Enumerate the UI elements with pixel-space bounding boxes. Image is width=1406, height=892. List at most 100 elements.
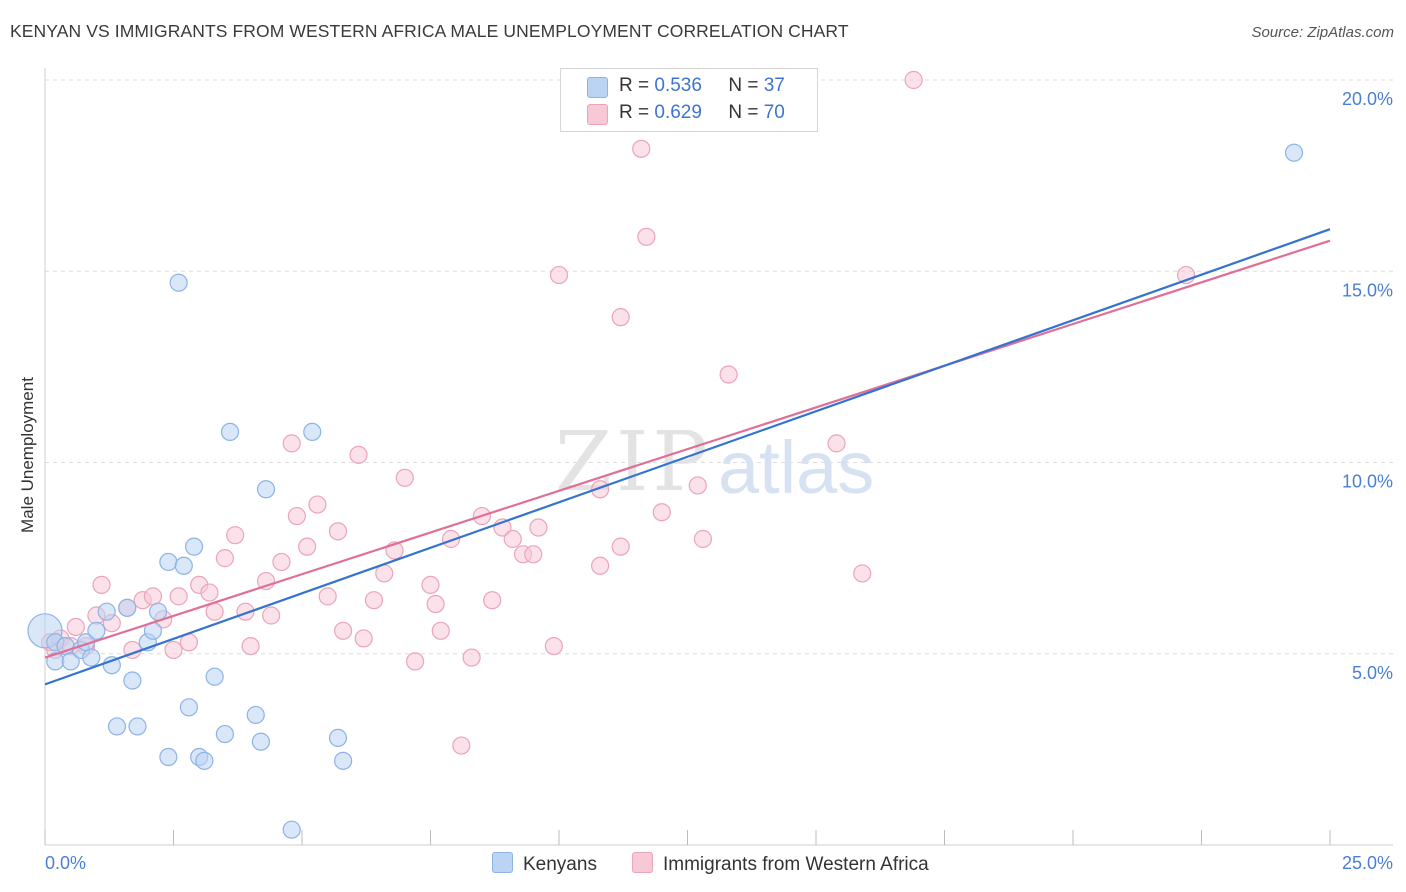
immigrants-point: [328, 522, 348, 541]
bottom-legend-kenyans[interactable]: Kenyans: [492, 852, 597, 876]
kenyans-point: [123, 671, 142, 690]
immigrants-point: [503, 529, 522, 549]
kenyans-point: [246, 705, 265, 725]
immigrants-point: [354, 629, 373, 648]
kenyans-point: [184, 537, 204, 556]
kenyans-point: [282, 820, 301, 839]
y-tick-label: 10.0%: [1342, 472, 1393, 492]
kenyans-point: [107, 717, 127, 736]
kenyans-legend-label: Kenyans: [523, 854, 597, 875]
immigrants-point: [591, 556, 610, 575]
kenyans-point: [174, 556, 193, 575]
bottom-legend-immigrants[interactable]: Immigrants from Western Africa: [632, 852, 929, 876]
kenyans-point: [220, 422, 240, 441]
axes-layer: [44, 68, 1393, 846]
immigrants-point: [169, 587, 188, 606]
y-tick-label: 15.0%: [1342, 280, 1393, 300]
immigrants-point: [529, 518, 548, 537]
immigrants-point: [441, 529, 461, 549]
immigrants-point: [904, 70, 923, 90]
immigrants-point: [549, 265, 569, 285]
immigrants-point: [375, 564, 394, 583]
immigrants-point: [611, 308, 630, 327]
immigrants-point: [462, 648, 481, 667]
kenyans-point: [97, 602, 116, 621]
immigrants-point: [611, 537, 630, 556]
immigrants-point: [282, 434, 301, 453]
y-tick-label: 5.0%: [1352, 663, 1393, 683]
kenyans-point: [251, 732, 270, 751]
immigrants-point: [688, 476, 707, 495]
kenyans-point: [61, 652, 80, 671]
kenyans-point: [118, 598, 137, 617]
immigrants-point: [405, 652, 425, 671]
immigrants-point: [143, 587, 163, 606]
kenyans-point: [159, 747, 178, 767]
immigrants-swatch: [587, 104, 608, 125]
kenyans-swatch: [587, 77, 608, 98]
immigrants-legend-label: Immigrants from Western Africa: [663, 854, 929, 875]
immigrants-point: [591, 480, 610, 499]
kenyans-point: [82, 648, 101, 667]
immigrants-point: [364, 591, 384, 610]
immigrants-point: [287, 506, 306, 526]
immigrants-point: [632, 139, 651, 158]
immigrants-r-label: R =: [619, 102, 650, 123]
kenyans-point: [102, 656, 121, 675]
chart-title: KENYAN VS IMMIGRANTS FROM WESTERN AFRICA…: [10, 21, 849, 41]
kenyans-point: [195, 751, 214, 770]
kenyans-point: [179, 698, 199, 717]
kenyans-n-value: 37: [763, 75, 785, 96]
kenyans-legend-swatch: [492, 852, 513, 873]
immigrants-point: [298, 537, 317, 556]
kenyans-point: [1284, 143, 1304, 162]
immigrants-point: [431, 621, 450, 640]
immigrants-point: [719, 365, 738, 384]
immigrants-point: [524, 545, 543, 564]
immigrants-point: [262, 606, 281, 625]
source-label: Source: ZipAtlas.com: [1251, 24, 1394, 41]
kenyans-point: [256, 480, 276, 499]
grid-layer: [45, 79, 1393, 655]
immigrants-point: [426, 594, 445, 614]
immigrants-point: [452, 736, 471, 755]
immigrants-point: [395, 468, 414, 487]
immigrants-point: [349, 445, 368, 464]
watermark: ZIP atlas: [555, 415, 874, 510]
immigrants-point: [483, 591, 502, 610]
immigrants-n-label: N =: [728, 102, 759, 123]
immigrants-legend-swatch: [632, 852, 653, 873]
kenyans-point: [169, 273, 188, 292]
kenyans-trend-line: [44, 228, 1331, 686]
immigrants-point: [652, 503, 671, 522]
immigrants-point: [164, 640, 183, 660]
immigrants-point: [92, 575, 111, 595]
immigrants-point: [241, 636, 260, 656]
kenyans-point: [128, 717, 147, 736]
x-tick-label-min: 0.0%: [45, 853, 86, 873]
immigrants-trend-line: [44, 239, 1331, 659]
labels-layer: 5.0% 10.0% 15.0% 20.0% 0.0% 25.0%: [45, 89, 1393, 873]
immigrants-point: [215, 549, 234, 568]
kenyans-point: [328, 728, 348, 748]
immigrants-point: [205, 602, 224, 621]
immigrants-point: [66, 617, 85, 637]
immigrants-point: [334, 621, 353, 640]
kenyans-point: [334, 751, 353, 770]
immigrants-point: [318, 587, 337, 606]
kenyans-r-value: 0.536: [654, 75, 702, 96]
immigrants-point: [853, 564, 872, 583]
kenyans-point: [303, 422, 322, 441]
immigrants-point: [308, 495, 327, 514]
kenyans-point: [148, 602, 168, 621]
immigrants-point: [272, 552, 291, 572]
kenyans-r-label: R =: [619, 75, 650, 96]
watermark-atlas: atlas: [718, 426, 874, 509]
immigrants-point: [827, 434, 846, 453]
immigrants-point: [200, 583, 219, 602]
immigrants-point: [421, 575, 440, 595]
immigrants-point: [693, 529, 713, 549]
trend-layer: [44, 228, 1331, 686]
kenyans-n-label: N =: [728, 75, 759, 96]
points-layer: [27, 70, 1304, 839]
